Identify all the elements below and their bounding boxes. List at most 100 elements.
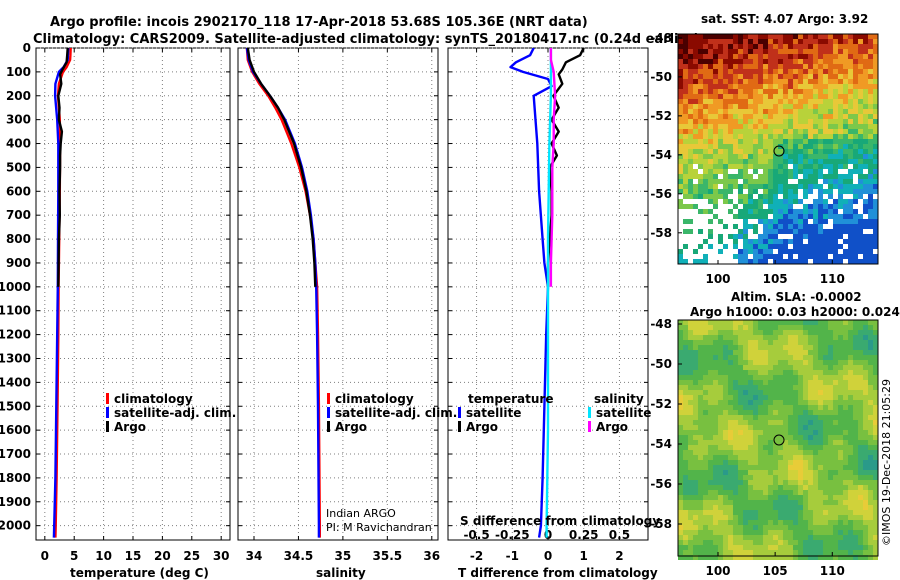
heatmap-cell (858, 380, 863, 385)
heatmap-cell (688, 39, 693, 44)
heatmap-cell (848, 450, 853, 455)
depth-tick-label: 600 (6, 184, 31, 198)
heatmap-cell (783, 184, 788, 189)
heatmap-cell (828, 375, 833, 380)
heatmap-cell (773, 119, 778, 124)
heatmap-cell (783, 249, 788, 254)
heatmap-cell (818, 159, 823, 164)
heatmap-cell (798, 455, 803, 460)
heatmap-cell (848, 375, 853, 380)
heatmap-cell (783, 550, 788, 555)
heatmap-cell (743, 154, 748, 159)
heatmap-cell (873, 495, 878, 500)
heatmap-cell (693, 425, 698, 430)
heatmap-cell (743, 420, 748, 425)
heatmap-cell (808, 234, 813, 239)
heatmap-cell (863, 219, 868, 224)
heatmap-cell (838, 144, 843, 149)
heatmap-cell (818, 134, 823, 139)
heatmap-cell (853, 124, 858, 129)
heatmap-cell (688, 214, 693, 219)
heatmap-cell (693, 244, 698, 249)
heatmap-cell (718, 495, 723, 500)
heatmap-cell (853, 69, 858, 74)
heatmap-cell (783, 94, 788, 99)
heatmap-cell (828, 184, 833, 189)
heatmap-cell (748, 249, 753, 254)
heatmap-cell (818, 370, 823, 375)
heatmap-cell (683, 455, 688, 460)
heatmap-cell (713, 239, 718, 244)
heatmap-cell (748, 535, 753, 540)
heatmap-cell (773, 229, 778, 234)
heatmap-cell (733, 490, 738, 495)
heatmap-cell (763, 104, 768, 109)
heatmap-cell (873, 325, 878, 330)
heatmap-cell (733, 415, 738, 420)
heatmap-cell (828, 405, 833, 410)
heatmap-cell (703, 134, 708, 139)
heatmap-cell (863, 475, 868, 480)
heatmap-cell (793, 209, 798, 214)
heatmap-cell (823, 460, 828, 465)
heatmap-cell (833, 179, 838, 184)
heatmap-cell (773, 510, 778, 515)
heatmap-cell (813, 335, 818, 340)
heatmap-cell (783, 234, 788, 239)
heatmap-cell (778, 450, 783, 455)
heatmap-cell (798, 249, 803, 254)
map-y-tick-label: -54 (650, 437, 672, 451)
heatmap-cell (688, 370, 693, 375)
heatmap-cell (683, 204, 688, 209)
heatmap-cell (818, 169, 823, 174)
heatmap-cell (683, 445, 688, 450)
heatmap-cell (838, 375, 843, 380)
heatmap-cell (798, 134, 803, 139)
heatmap-cell (838, 134, 843, 139)
heatmap-cell (803, 34, 808, 39)
heatmap-cell (713, 435, 718, 440)
heatmap-cell (818, 39, 823, 44)
heatmap-cell (793, 184, 798, 189)
heatmap-cell (708, 355, 713, 360)
heatmap-cell (678, 69, 683, 74)
heatmap-cell (773, 430, 778, 435)
heatmap-cell (788, 370, 793, 375)
heatmap-cell (838, 199, 843, 204)
heatmap-cell (778, 385, 783, 390)
heatmap-cell (763, 139, 768, 144)
heatmap-cell (823, 465, 828, 470)
heatmap-cell (773, 400, 778, 405)
heatmap-cell (698, 320, 703, 325)
heatmap-cell (683, 450, 688, 455)
heatmap-cell (798, 74, 803, 79)
heatmap-cell (718, 79, 723, 84)
heatmap-cell (768, 89, 773, 94)
heatmap-cell (788, 385, 793, 390)
heatmap-cell (703, 219, 708, 224)
heatmap-cell (693, 525, 698, 530)
heatmap-cell (728, 229, 733, 234)
heatmap-cell (703, 475, 708, 480)
heatmap-cell (748, 455, 753, 460)
heatmap-cell (758, 109, 763, 114)
heatmap-cell (683, 380, 688, 385)
heatmap-cell (843, 174, 848, 179)
map-x-tick-label: 105 (763, 272, 788, 286)
heatmap-cell (828, 129, 833, 134)
heatmap-cell (713, 425, 718, 430)
heatmap-cell (718, 415, 723, 420)
heatmap-cell (828, 64, 833, 69)
heatmap-cell (728, 395, 733, 400)
heatmap-cell (718, 234, 723, 239)
heatmap-cell (708, 410, 713, 415)
heatmap-cell (683, 74, 688, 79)
heatmap-cell (808, 124, 813, 129)
heatmap-cell (798, 390, 803, 395)
heatmap-cell (808, 505, 813, 510)
heatmap-cell (738, 385, 743, 390)
heatmap-cell (723, 395, 728, 400)
heatmap-cell (738, 520, 743, 525)
heatmap-cell (828, 500, 833, 505)
heatmap-cell (783, 475, 788, 480)
